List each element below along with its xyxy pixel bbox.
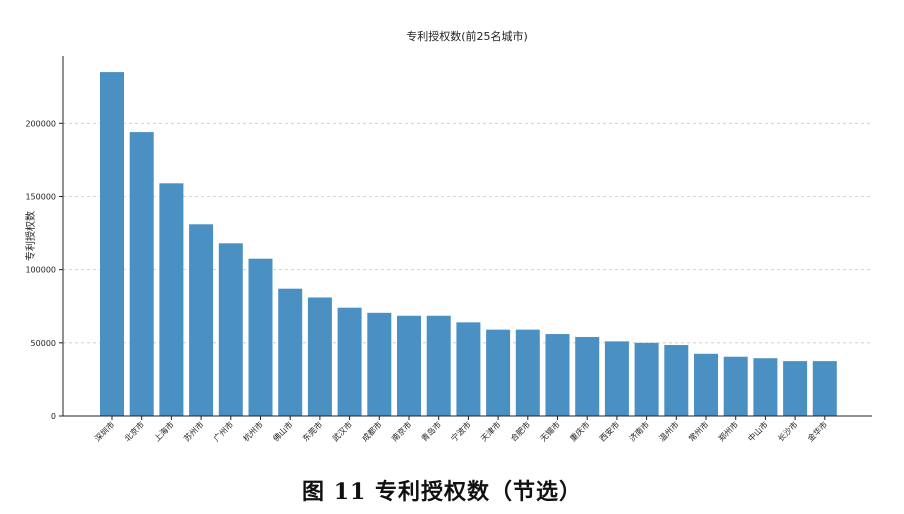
x-tick-label: 长沙市 xyxy=(775,419,799,443)
bar xyxy=(397,315,421,416)
bar xyxy=(278,288,303,416)
y-tick-label: 50000 xyxy=(31,339,56,348)
bar xyxy=(367,312,392,416)
x-tick-label: 北京市 xyxy=(122,419,146,443)
bar xyxy=(694,353,718,416)
x-tick-label: 无锡市 xyxy=(538,419,562,443)
x-tick-label: 佛山市 xyxy=(271,419,295,443)
x-tick-label: 中山市 xyxy=(746,419,770,443)
bar xyxy=(753,358,778,416)
y-axis-ticks: 0 50000 100000 150000 200000 xyxy=(25,119,63,421)
bar xyxy=(426,315,451,416)
x-tick-label: 金华市 xyxy=(805,419,829,443)
y-tick-label: 100000 xyxy=(25,266,56,275)
bar xyxy=(723,356,748,416)
x-tick-label: 上海市 xyxy=(152,419,176,443)
bar xyxy=(218,243,243,416)
bar xyxy=(664,345,689,416)
x-tick-label: 合肥市 xyxy=(508,419,532,443)
bar xyxy=(812,361,837,416)
chart-title: 专利授权数(前25名城市) xyxy=(406,29,528,43)
x-tick-label: 苏州市 xyxy=(181,419,205,443)
x-tick-label: 深圳市 xyxy=(92,419,116,443)
bar xyxy=(337,307,362,416)
x-tick-label: 广州市 xyxy=(211,419,235,443)
bar xyxy=(575,336,600,416)
gridlines xyxy=(63,122,872,344)
x-tick-label: 杭州市 xyxy=(241,419,265,443)
x-tick-label: 东莞市 xyxy=(300,419,324,443)
bars xyxy=(100,72,837,416)
x-tick-label: 宁波市 xyxy=(449,419,473,443)
bar xyxy=(456,322,481,416)
bar xyxy=(515,329,540,416)
x-tick-label: 常州市 xyxy=(686,419,710,443)
y-axis-label: 专利授权数 xyxy=(24,211,37,261)
bar xyxy=(189,224,214,416)
y-tick-label: 150000 xyxy=(25,192,56,201)
x-tick-label: 温州市 xyxy=(657,419,681,443)
figure-caption: 图 11 专利授权数（节选） xyxy=(302,479,582,505)
bar xyxy=(307,297,332,416)
x-tick-label: 成都市 xyxy=(360,419,384,443)
y-tick-label: 200000 xyxy=(25,119,56,128)
bar xyxy=(545,334,570,416)
x-axis-ticks: 深圳市 北京市 上海市 苏州市 广州市 杭州市 佛山市 东莞市 武汉市 成都市 南京市 青岛市 宁波市天… xyxy=(92,416,829,443)
x-tick-label: 济南市 xyxy=(627,419,651,443)
x-tick-label: 重庆市 xyxy=(568,419,592,443)
x-tick-label: 郑州市 xyxy=(716,419,740,443)
bar xyxy=(783,361,808,416)
bar xyxy=(248,258,273,416)
x-tick-label: 南京市 xyxy=(389,419,413,443)
bar xyxy=(129,132,154,416)
bar xyxy=(634,342,659,416)
bar xyxy=(159,183,184,416)
y-tick-label: 0 xyxy=(51,412,56,421)
x-tick-label: 青岛市 xyxy=(419,419,443,443)
bar xyxy=(100,72,124,416)
bar xyxy=(604,341,629,416)
x-tick-label: 西安市 xyxy=(597,419,621,443)
x-tick-label: 武汉市 xyxy=(330,419,354,443)
x-tick-label: 天津市 xyxy=(478,419,502,443)
bar-chart: 专利授权数(前25名城市) 专利授权数 0 50000 100000 150000 20… xyxy=(24,29,872,443)
bar xyxy=(486,329,511,416)
